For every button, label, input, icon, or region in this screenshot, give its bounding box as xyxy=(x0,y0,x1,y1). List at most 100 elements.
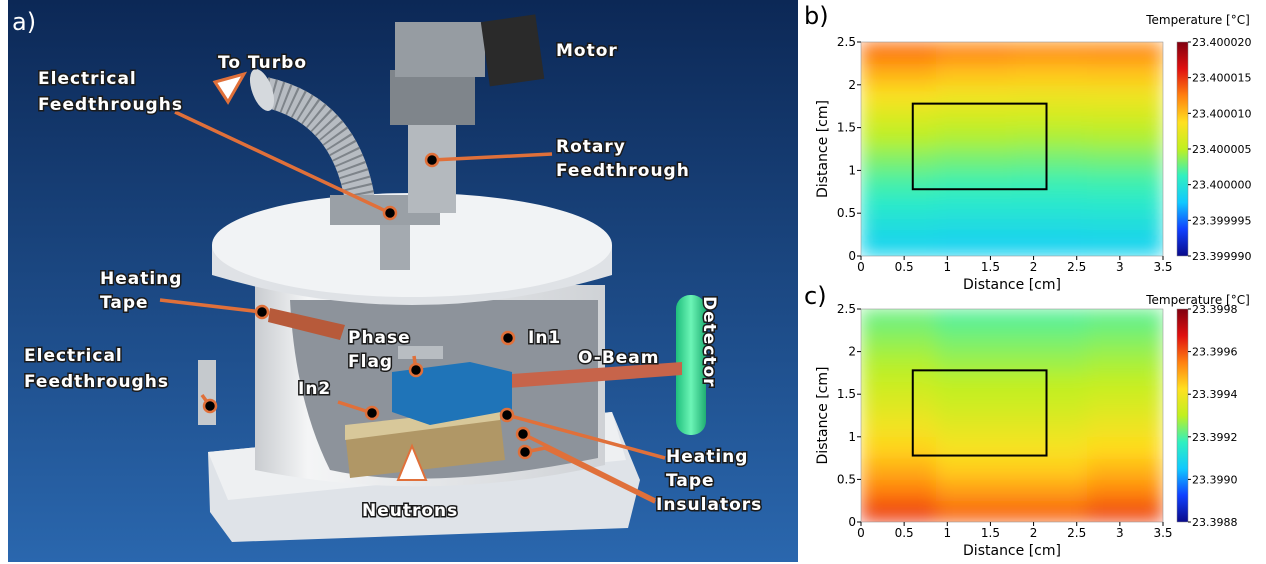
x-axis-label: Distance [cm] xyxy=(963,543,1061,559)
heatmap-cell xyxy=(1012,415,1089,437)
heatmap-cell xyxy=(936,309,1013,331)
heatmap-cell xyxy=(1087,330,1164,352)
callout-dot xyxy=(501,409,513,421)
heatmap-cell xyxy=(1087,213,1164,235)
colorbar xyxy=(1177,42,1188,256)
y-tick-label: 0 xyxy=(848,515,856,529)
heatmap-cell xyxy=(936,42,1013,64)
heatmap-cell xyxy=(1087,191,1164,213)
y-axis-label: Distance [cm] xyxy=(815,367,831,465)
heatmap-cell xyxy=(1012,127,1089,149)
heatmap-cell xyxy=(861,479,938,501)
heatmap-cell xyxy=(936,415,1013,437)
heatmap-cell xyxy=(936,372,1013,394)
heatmap-cell xyxy=(861,106,938,128)
heatmap-cell xyxy=(936,213,1013,235)
y-tick-label: 1.5 xyxy=(837,121,856,135)
colorbar-tick-label: 23.3988 xyxy=(1192,516,1238,529)
y-tick-label: 0.5 xyxy=(837,472,856,486)
y-tick-label: 2 xyxy=(848,345,856,359)
heatmap-cell xyxy=(1012,106,1089,128)
x-tick-label: 0 xyxy=(857,260,865,274)
heatmap-cell xyxy=(1087,127,1164,149)
colorbar-tick-label: 23.3996 xyxy=(1192,346,1238,359)
callout-dot xyxy=(366,407,378,419)
y-axis-label: Distance [cm] xyxy=(815,100,831,198)
heatmap-cell xyxy=(861,127,938,149)
x-tick-label: 0 xyxy=(857,526,865,540)
heatmap-cell xyxy=(1087,106,1164,128)
label: In2 xyxy=(298,379,331,399)
heatmap-cell xyxy=(861,63,938,85)
y-tick-label: 2.5 xyxy=(837,35,856,49)
heatmap-cells xyxy=(861,309,1164,523)
heatmap-cell xyxy=(1012,309,1089,331)
label: In1 xyxy=(528,328,561,348)
heatmap-cell xyxy=(1012,191,1089,213)
colorbar-tick-label: 23.400005 xyxy=(1192,143,1252,156)
heatmap-cell xyxy=(1012,330,1089,352)
heatmap-cell xyxy=(1087,372,1164,394)
heatmap-cell xyxy=(936,63,1013,85)
callout-dot xyxy=(502,332,514,344)
heatmap-cell xyxy=(1012,458,1089,480)
colorbar-tick-label: 23.399990 xyxy=(1192,250,1252,263)
callout-dot xyxy=(410,364,422,376)
x-tick-label: 2 xyxy=(1030,526,1038,540)
x-tick-label: 2.5 xyxy=(1067,526,1086,540)
colorbar-tick-label: 23.3990 xyxy=(1192,473,1238,486)
panel-label: b) xyxy=(804,2,829,30)
label: Detector xyxy=(699,296,719,388)
x-tick-label: 1.5 xyxy=(981,526,1000,540)
colorbar-tick-label: 23.3994 xyxy=(1192,388,1238,401)
heatmap-cell xyxy=(861,415,938,437)
heatmap-cell xyxy=(1087,309,1164,331)
x-axis-label: Distance [cm] xyxy=(963,277,1061,293)
colorbar-tick-label: 23.3992 xyxy=(1192,431,1238,444)
colorbar-tick-label: 23.399995 xyxy=(1192,214,1252,227)
heatmap-cell xyxy=(936,458,1013,480)
heatmap-cell xyxy=(1087,394,1164,416)
heatmap-cell xyxy=(936,191,1013,213)
heatmap-cell xyxy=(936,234,1013,256)
heatmap-cell xyxy=(1012,394,1089,416)
heatmap-cell xyxy=(1087,415,1164,437)
heatmap-cell xyxy=(1087,63,1164,85)
x-tick-label: 3 xyxy=(1116,526,1124,540)
label: To Turbo xyxy=(218,53,307,73)
label: Insulators xyxy=(656,495,762,515)
heatmap-cell xyxy=(1087,436,1164,458)
heatmap-cells xyxy=(861,42,1164,257)
heatmap-cell xyxy=(936,106,1013,128)
label: Motor xyxy=(556,41,618,61)
callout-dot xyxy=(519,446,531,458)
heatmap-cell xyxy=(1087,234,1164,256)
heatmap-cell xyxy=(861,309,938,331)
y-tick-label: 0.5 xyxy=(837,206,856,220)
heatmap-cell xyxy=(1012,213,1089,235)
heatmap-cell xyxy=(1087,458,1164,480)
x-tick-label: 1.5 xyxy=(981,260,1000,274)
heatmap-cell xyxy=(1087,42,1164,64)
y-tick-label: 2 xyxy=(848,78,856,92)
heatmap-cell xyxy=(861,149,938,171)
heatmap-cell xyxy=(1012,42,1089,64)
colorbar-title: Temperature [°C] xyxy=(1145,13,1250,27)
heatmap-cell xyxy=(1087,149,1164,171)
colorbar-title: Temperature [°C] xyxy=(1145,293,1250,307)
x-tick-label: 2.5 xyxy=(1067,260,1086,274)
heatmap-cell xyxy=(861,500,938,522)
heatmap-cell xyxy=(1012,372,1089,394)
heatmap-cell xyxy=(1012,500,1089,522)
y-tick-label: 2.5 xyxy=(837,302,856,316)
heatmap-cell xyxy=(1012,479,1089,501)
panel-label: c) xyxy=(804,282,827,310)
heatmap-cell xyxy=(936,479,1013,501)
heatmap-cell xyxy=(861,372,938,394)
heatmap-cell xyxy=(1087,84,1164,106)
y-tick-label: 0 xyxy=(848,249,856,263)
heatmap-cell xyxy=(861,42,938,64)
label: O-Beam xyxy=(578,348,660,368)
heatmap-cell xyxy=(1087,351,1164,373)
